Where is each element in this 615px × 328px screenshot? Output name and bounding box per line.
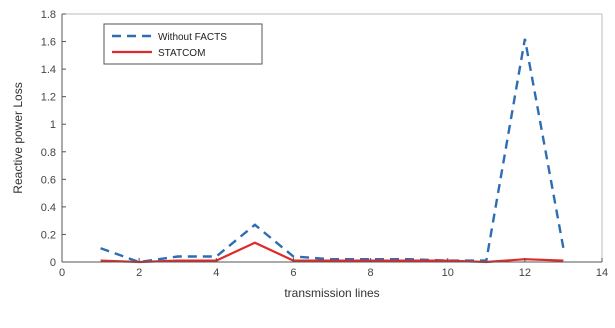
y-tick-label: 0.2 — [41, 229, 56, 241]
legend-box — [103, 23, 263, 65]
legend-label-without-facts: Without FACTS — [158, 32, 227, 43]
x-tick-label: 14 — [596, 267, 608, 279]
x-axis-label: transmission lines — [284, 286, 379, 300]
y-tick-label: 1.2 — [41, 92, 56, 104]
y-tick-label: 0.8 — [41, 147, 56, 159]
legend: Without FACTS STATCOM — [103, 23, 263, 65]
axes-layer: 0 2 4 6 8 10 12 14 0 0.2 0.4 0.6 0.8 1 1.2 1.4 1.6 1.8 — [41, 9, 608, 279]
y-tick-label: 1 — [50, 119, 56, 131]
y-tick-label: 1.6 — [41, 37, 56, 49]
y-tick-label: 1.8 — [41, 9, 56, 21]
y-axis-label: Reactive power Loss — [11, 82, 25, 193]
x-tick-label: 4 — [213, 267, 219, 279]
x-tick-label: 8 — [368, 267, 374, 279]
legend-label-statcom: STATCOM — [158, 48, 205, 59]
series-line-without-facts — [100, 38, 565, 264]
y-tick-label: 0.4 — [41, 202, 56, 214]
y-tick-label: 0.6 — [41, 174, 56, 186]
x-tick-label: 6 — [290, 267, 296, 279]
y-tick-label: 1.4 — [41, 64, 56, 76]
y-tick-label: 0 — [50, 257, 56, 269]
x-tick-label: 2 — [136, 267, 142, 279]
x-tick-label: 0 — [59, 267, 65, 279]
x-tick-label: 12 — [519, 267, 531, 279]
x-tick-label: 10 — [442, 267, 454, 279]
